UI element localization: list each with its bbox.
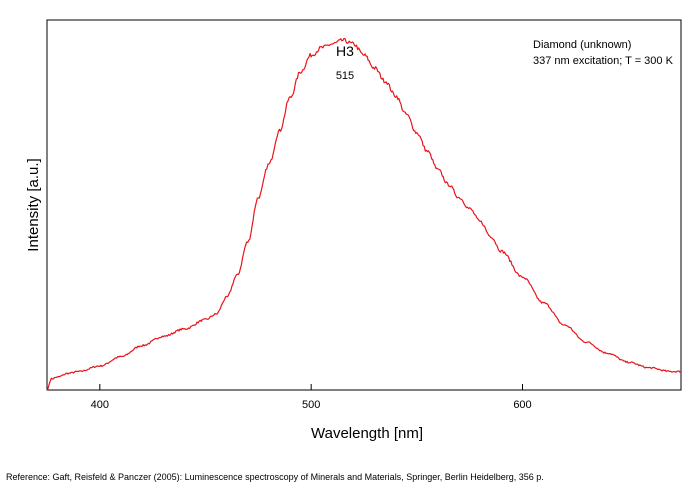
x-axis-label: Wavelength [nm] <box>311 425 423 442</box>
peak-name-label: H3 <box>336 43 354 59</box>
x-axis-ticks <box>99 384 523 390</box>
x-tick-label-400: 400 <box>91 399 109 411</box>
reference-note: Reference: Gaft, Reisfeld & Panczer (200… <box>6 472 544 482</box>
conditions-label: 337 nm excitation; T = 300 K <box>533 55 674 67</box>
peak-wavelength-label: 515 <box>336 70 354 82</box>
sample-label: Diamond (unknown) <box>533 39 631 51</box>
x-tick-label-600: 600 <box>513 399 531 411</box>
series-line-intensity <box>46 37 682 391</box>
plot-frame <box>46 19 682 391</box>
y-axis-label: Intensity [a.u.] <box>25 158 42 251</box>
x-tick-label-500: 500 <box>302 399 320 411</box>
x-axis-tick-labels: 400 500 600 <box>91 399 532 411</box>
